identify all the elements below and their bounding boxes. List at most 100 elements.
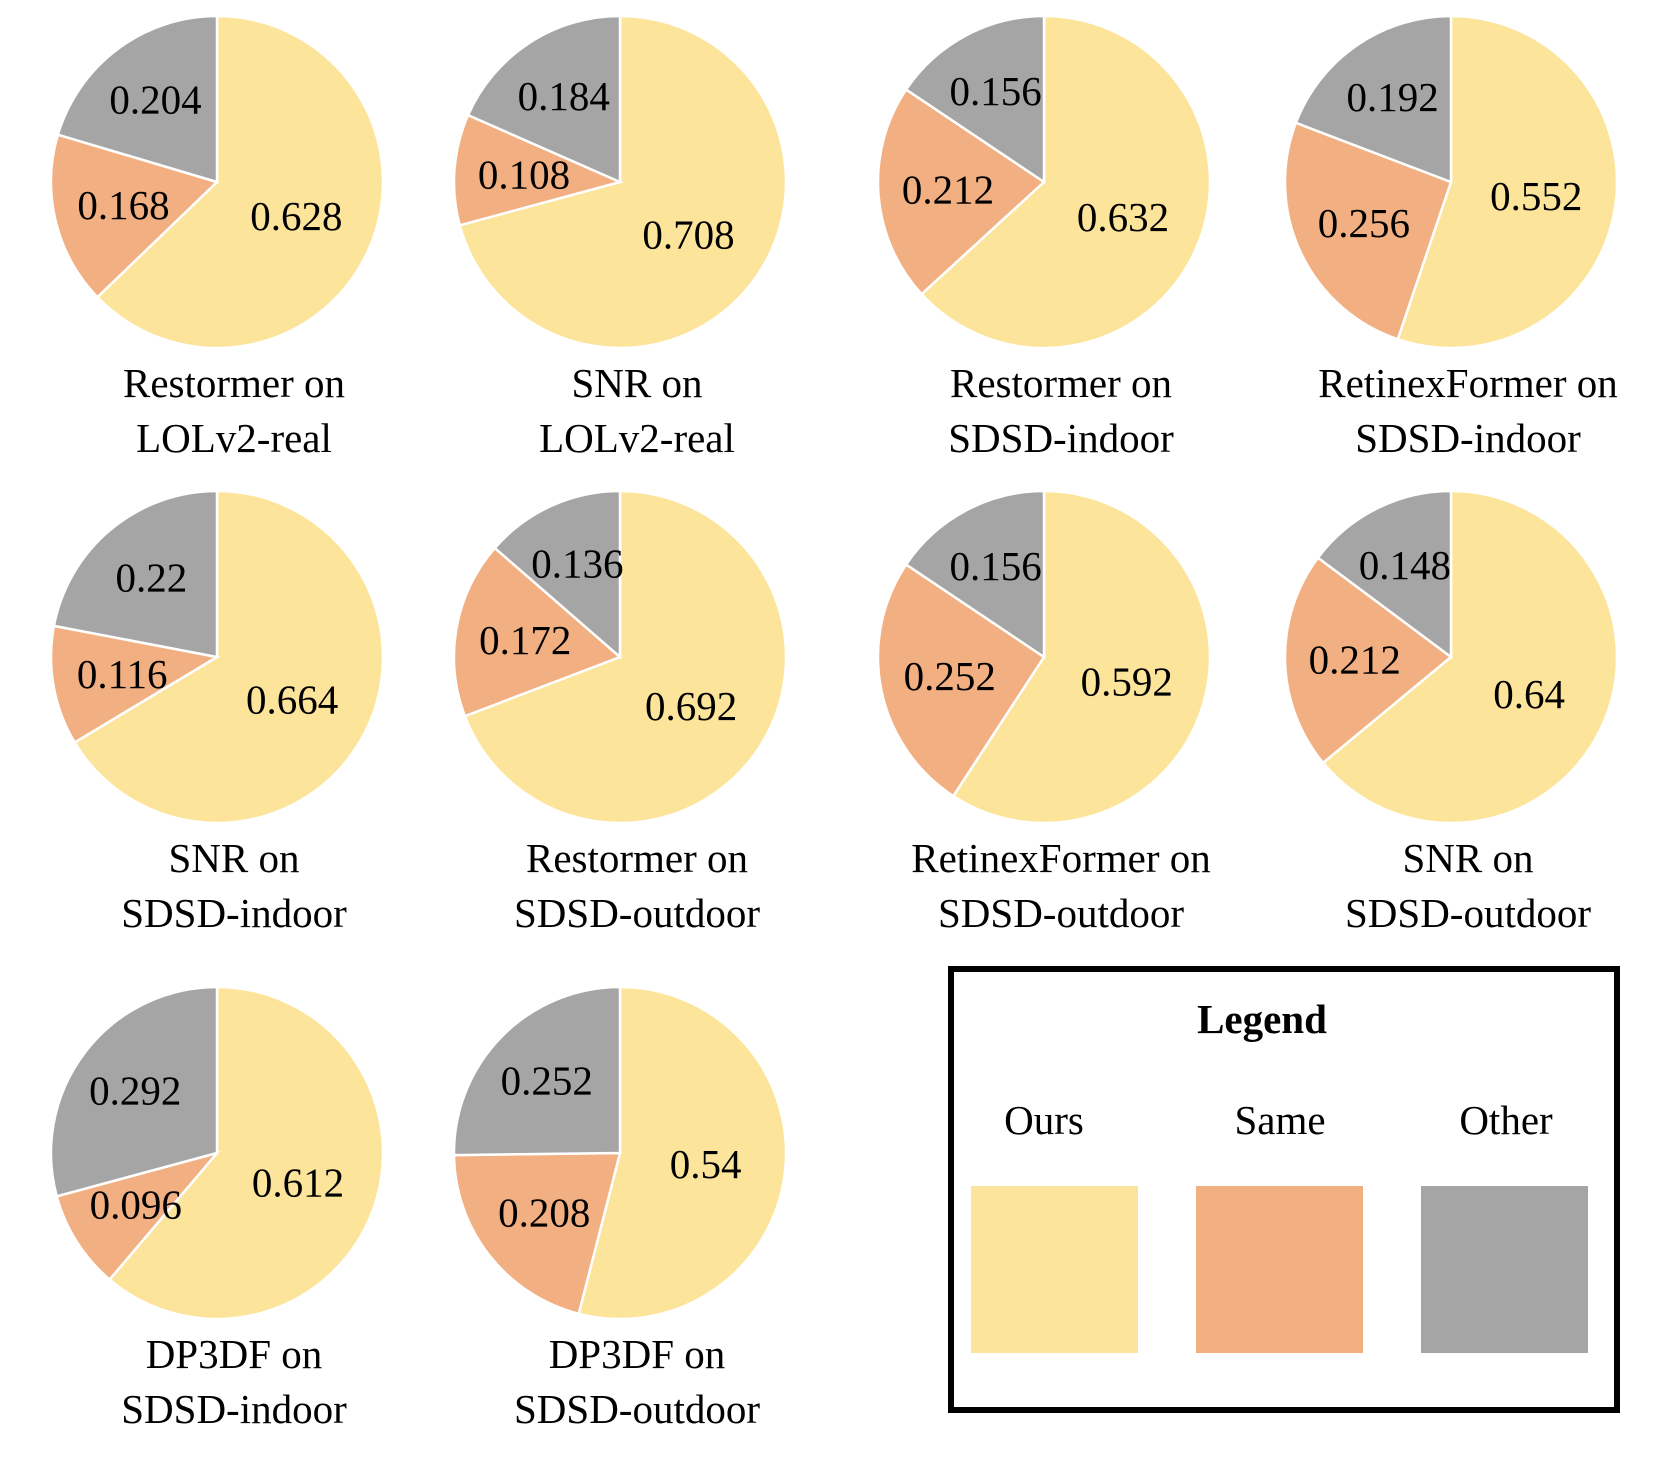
value-label-same: 0.212 bbox=[902, 166, 994, 212]
slice-other bbox=[904, 14, 1046, 185]
pie-caption-line-2: SDSD-outdoor bbox=[1345, 890, 1591, 936]
pie-caption-line-2: SDSD-outdoor bbox=[938, 890, 1184, 936]
pie-chart-6: 0.692 0.172 0.136 Restormer on SDSD-outdoor bbox=[452, 489, 788, 936]
slice-same bbox=[55, 1150, 221, 1282]
slice-other bbox=[52, 489, 219, 659]
pie-caption-line-2: SDSD-indoor bbox=[1355, 415, 1581, 461]
pie-caption-line-1: DP3DF on bbox=[549, 1331, 726, 1377]
slice-other bbox=[452, 985, 622, 1157]
value-label-ours: 0.64 bbox=[1493, 671, 1565, 717]
slice-ours bbox=[72, 489, 385, 825]
pie-chart-7: 0.592 0.252 0.156 RetinexFormer on SDSD-outd… bbox=[876, 489, 1212, 936]
legend-label-same: Same bbox=[1234, 1097, 1325, 1143]
value-label-ours: 0.552 bbox=[1490, 173, 1582, 219]
pie-caption-line-1: DP3DF on bbox=[146, 1331, 323, 1377]
slice-other bbox=[904, 489, 1046, 660]
pie-chart-8: 0.64 0.212 0.148 SNR on SDSD-outdoor bbox=[1283, 489, 1619, 936]
value-label-ours: 0.664 bbox=[246, 677, 338, 723]
legend-label-other: Other bbox=[1459, 1097, 1553, 1143]
pie-caption-line-1: Restormer on bbox=[526, 835, 748, 881]
value-label-same: 0.212 bbox=[1309, 636, 1401, 682]
value-label-same: 0.172 bbox=[479, 617, 571, 663]
slice-other bbox=[1294, 14, 1453, 184]
value-label-same: 0.256 bbox=[1318, 200, 1410, 246]
pie-caption-line-1: SNR on bbox=[168, 835, 299, 881]
slice-other bbox=[56, 14, 219, 184]
pie-caption-line-1: RetinexFormer on bbox=[911, 835, 1210, 881]
value-label-other: 0.252 bbox=[501, 1058, 593, 1104]
pie-chart-10: 0.54 0.208 0.252 DP3DF on SDSD-outdoor bbox=[452, 985, 788, 1432]
value-label-ours: 0.628 bbox=[250, 193, 342, 239]
slice-same bbox=[1283, 556, 1454, 765]
pie-caption-line-2: SDSD-indoor bbox=[121, 890, 347, 936]
value-label-other: 0.148 bbox=[1359, 542, 1451, 588]
pie-chart-5: 0.664 0.116 0.22 SNR on SDSD-indoor bbox=[49, 489, 385, 936]
legend-swatch-other bbox=[1421, 1186, 1588, 1353]
slice-other bbox=[466, 14, 622, 184]
legend: Legend Ours Same Other bbox=[948, 966, 1620, 1413]
value-label-other: 0.204 bbox=[109, 77, 201, 123]
slice-other bbox=[1316, 489, 1453, 660]
slice-ours bbox=[919, 14, 1212, 350]
slice-other bbox=[493, 489, 622, 660]
pie-caption-line-1: Restormer on bbox=[950, 360, 1172, 406]
value-label-ours: 0.592 bbox=[1081, 659, 1173, 705]
pie-caption-line-2: SDSD-outdoor bbox=[514, 890, 760, 936]
value-label-ours: 0.54 bbox=[670, 1141, 742, 1187]
value-label-other: 0.22 bbox=[116, 555, 188, 601]
slice-same bbox=[876, 562, 1046, 798]
pie-chart-4: 0.552 0.256 0.192 RetinexFormer on SDSD-indo… bbox=[1283, 14, 1619, 461]
value-label-other: 0.292 bbox=[89, 1067, 181, 1113]
pie-caption-line-1: Restormer on bbox=[123, 360, 345, 406]
legend-label-ours: Ours bbox=[1004, 1097, 1084, 1143]
slice-ours bbox=[95, 14, 385, 350]
pie-chart-9: 0.612 0.096 0.292 DP3DF on SDSD-indoor bbox=[49, 985, 385, 1432]
value-label-ours: 0.708 bbox=[642, 212, 734, 258]
value-label-same: 0.252 bbox=[904, 653, 996, 699]
slice-same bbox=[1283, 121, 1453, 341]
slice-same bbox=[452, 1151, 622, 1316]
pie-caption-line-2: LOLv2-real bbox=[136, 415, 332, 461]
slice-same bbox=[49, 133, 220, 299]
legend-swatch-ours bbox=[971, 1186, 1138, 1353]
pie-caption-line-2: SDSD-indoor bbox=[121, 1386, 347, 1432]
slice-ours bbox=[951, 489, 1212, 825]
pie-caption-line-1: SNR on bbox=[571, 360, 702, 406]
value-label-same: 0.208 bbox=[498, 1190, 590, 1236]
value-label-ours: 0.612 bbox=[252, 1160, 344, 1206]
value-label-same: 0.096 bbox=[90, 1182, 182, 1228]
value-label-same: 0.108 bbox=[478, 152, 570, 198]
slice-same bbox=[452, 113, 624, 227]
value-label-other: 0.156 bbox=[949, 68, 1041, 114]
slice-ours bbox=[107, 985, 385, 1321]
value-label-same: 0.116 bbox=[77, 651, 168, 697]
slice-ours bbox=[1321, 489, 1619, 825]
value-label-other: 0.192 bbox=[1346, 74, 1438, 120]
pie-chart-3: 0.632 0.212 0.156 Restormer on SDSD-indoor bbox=[876, 14, 1212, 461]
slice-ours bbox=[1396, 14, 1619, 350]
slice-ours bbox=[463, 489, 788, 825]
value-label-other: 0.156 bbox=[949, 543, 1041, 589]
pie-caption-line-2: SDSD-indoor bbox=[948, 415, 1174, 461]
legend-swatch-same bbox=[1196, 1186, 1363, 1353]
slice-other bbox=[49, 985, 219, 1198]
value-label-other: 0.184 bbox=[518, 73, 610, 119]
value-label-ours: 0.692 bbox=[645, 683, 737, 729]
slice-same bbox=[452, 546, 623, 718]
slice-ours bbox=[577, 985, 788, 1321]
value-label-ours: 0.632 bbox=[1077, 194, 1169, 240]
pie-caption-line-1: RetinexFormer on bbox=[1318, 360, 1617, 406]
pie-caption-line-2: LOLv2-real bbox=[539, 415, 735, 461]
pie-caption-line-2: SDSD-outdoor bbox=[514, 1386, 760, 1432]
value-label-same: 0.168 bbox=[77, 182, 169, 228]
value-label-other: 0.136 bbox=[531, 540, 623, 586]
legend-title: Legend bbox=[1197, 996, 1327, 1042]
slice-same bbox=[49, 624, 221, 745]
pie-chart-2: 0.708 0.108 0.184 SNR on LOLv2-real bbox=[452, 14, 788, 461]
pie-caption-line-1: SNR on bbox=[1402, 835, 1533, 881]
slice-same bbox=[876, 87, 1047, 296]
pie-chart-1: 0.628 0.168 0.204 Restormer on LOLv2-real bbox=[49, 14, 385, 461]
